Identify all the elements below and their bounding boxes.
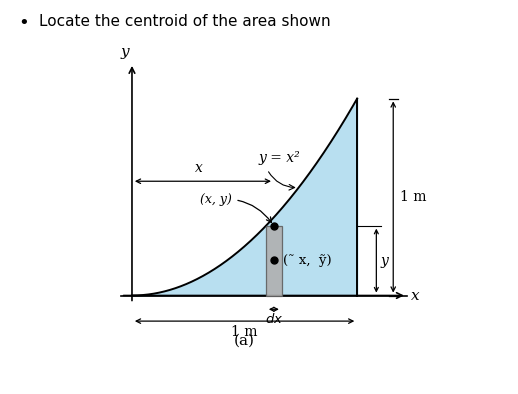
Text: y: y [121,45,130,59]
Text: y: y [381,254,388,268]
Text: (˜ x,  ỹ): (˜ x, ỹ) [283,254,332,267]
Text: $dx$: $dx$ [265,312,283,326]
Text: 1 m: 1 m [400,190,426,204]
Text: x: x [195,161,203,175]
Text: 1 m: 1 m [232,325,258,339]
Text: x: x [411,288,420,303]
Text: y = x²: y = x² [258,151,300,165]
Text: •: • [18,14,29,32]
Bar [266,226,282,296]
Text: (x, y): (x, y) [200,193,271,222]
Text: (a): (a) [234,334,255,348]
Text: Locate the centroid of the area shown: Locate the centroid of the area shown [39,14,330,29]
